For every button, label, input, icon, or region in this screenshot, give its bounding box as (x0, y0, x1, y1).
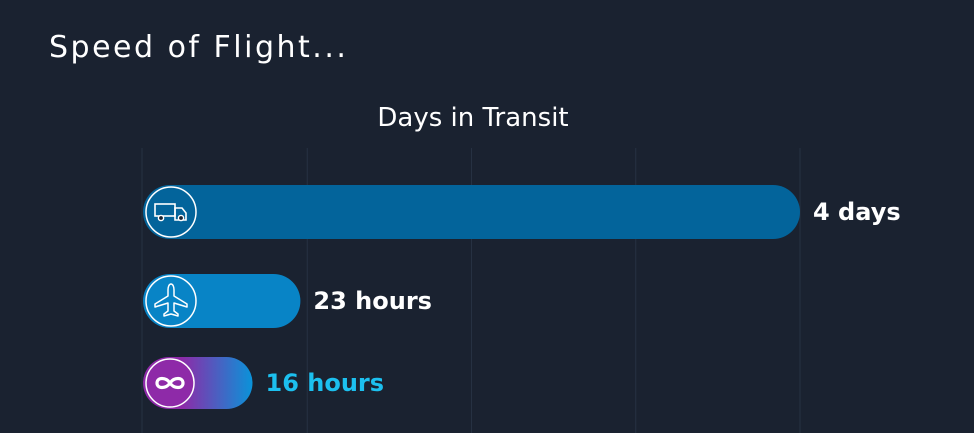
bar-label-infinity: 16 hours (266, 369, 385, 397)
infinity-icon (155, 376, 185, 390)
airplane-icon-ring (145, 275, 197, 327)
bar-label-airplane: 23 hours (313, 287, 432, 315)
bar-truck (143, 185, 800, 239)
bar-airplane (143, 274, 301, 328)
truck-icon (154, 203, 187, 222)
bars: 4 days 23 hours 16 hours (143, 185, 901, 409)
airplane-icon (154, 283, 188, 317)
chart-title: Days in Transit (377, 103, 568, 133)
truck-icon-ring (145, 186, 197, 238)
page-title: Speed of Flight... (49, 30, 349, 65)
bar-label-truck: 4 days (813, 198, 901, 226)
